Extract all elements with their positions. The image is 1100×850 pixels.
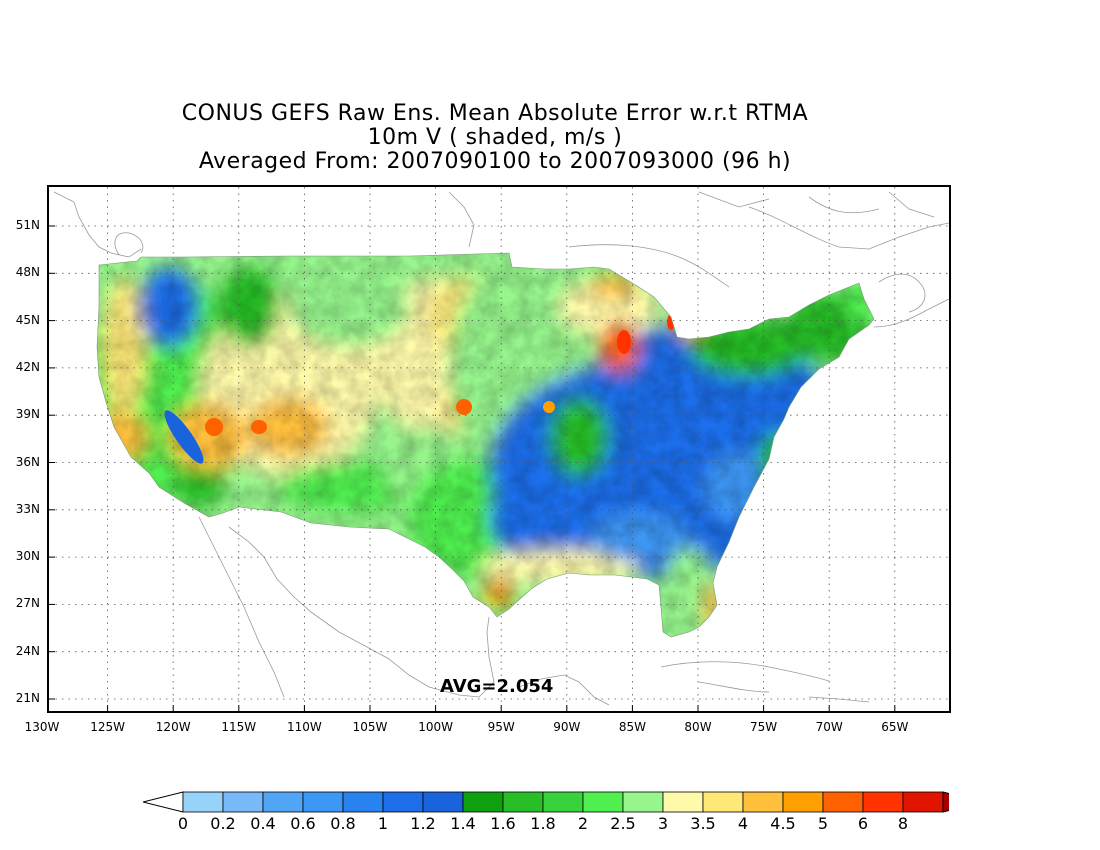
chart-title-block: CONUS GEFS Raw Ens. Mean Absolute Error … [95, 102, 895, 174]
map-canvas [49, 187, 949, 711]
colorbar-tick-label: 0.8 [330, 814, 356, 833]
colorbar-tick-label: 0.2 [210, 814, 236, 833]
colorbar-tick-label: 1.8 [530, 814, 556, 833]
colorbar-bin [862, 791, 904, 813]
colorbar-tick-label: 5 [817, 814, 829, 833]
lat-tick-label: 27N [15, 596, 40, 611]
colorbar-bin [662, 791, 704, 813]
lon-tick-label: 80W [684, 720, 712, 734]
colorbar-tick-label: 3.5 [690, 814, 716, 833]
colorbar-tick-label: 8 [897, 814, 909, 833]
colorbar-tick-label: 4 [737, 814, 749, 833]
colorbar-bin [702, 791, 744, 813]
lon-tick-label: 75W [750, 720, 778, 734]
lat-tick-label: 21N [15, 691, 40, 705]
colorbar-tick-label: 3 [657, 814, 669, 833]
title-line-3: Averaged From: 2007090100 to 2007093000 … [198, 149, 792, 174]
lon-tick-label: 130W [24, 720, 60, 734]
colorbar-under-arrow [143, 791, 184, 813]
conus-shaded-field [97, 253, 874, 637]
lat-tick-label: 48N [15, 265, 40, 280]
colorbar-bin [382, 791, 424, 813]
lon-tick-label: 125W [90, 720, 125, 734]
colorbar-tick-label: 0 [177, 814, 189, 833]
colorbar-tick-label: 6 [857, 814, 869, 833]
title-line-2: 10m V ( shaded, m/s ) [367, 125, 623, 150]
lat-tick-label: 45N [15, 312, 40, 327]
colorbar-tick-label: 2 [577, 814, 589, 833]
colorbar-bin [822, 791, 864, 813]
lon-tick-label: 95W [487, 720, 515, 734]
lat-tick-label: 33N [15, 501, 40, 516]
lon-tick-label: 105W [352, 720, 388, 734]
lat-tick-label: 42N [15, 359, 40, 374]
colorbar-tick-label: 1.2 [410, 814, 436, 833]
colorbar-bin [502, 791, 544, 813]
colorbar-bin [182, 791, 224, 813]
colorbar-bin [782, 791, 824, 813]
colorbar-bin [462, 791, 504, 813]
lat-tick-label: 36N [15, 454, 40, 469]
lat-tick-label: 51N [15, 218, 40, 232]
map-gridlines [49, 187, 949, 711]
colorbar-bin [262, 791, 304, 813]
lon-tick-label: 120W [155, 720, 191, 734]
colorbar [143, 791, 949, 813]
lon-tick-label: 100W [418, 720, 453, 734]
colorbar-tick-label: 0.6 [290, 814, 316, 833]
lat-tick-label: 39N [15, 407, 40, 422]
colorbar-tick-label: 2.5 [610, 814, 636, 833]
colorbar-tick-label: 4.5 [770, 814, 796, 833]
colorbar-bin [622, 791, 664, 813]
title-line-1: CONUS GEFS Raw Ens. Mean Absolute Error … [181, 101, 809, 126]
colorbar-bin [302, 791, 344, 813]
colorbar-tick-label: 1.4 [450, 814, 476, 833]
lon-tick-label: 115W [221, 720, 257, 734]
lon-tick-label: 90W [553, 720, 581, 734]
colorbar-bin [582, 791, 624, 813]
colorbar-tick-label: 0.4 [250, 814, 276, 833]
lon-tick-label: 110W [287, 720, 322, 734]
lon-tick-label: 65W [881, 720, 909, 734]
background-coastlines [53, 191, 949, 706]
map-frame [47, 185, 951, 713]
conus-outline [96, 252, 875, 638]
colorbar-over-arrow [942, 791, 949, 813]
colorbar-tick-label: 1.6 [490, 814, 516, 833]
lon-tick-label: 85W [618, 720, 646, 734]
colorbar-bin [542, 791, 584, 813]
colorbar-bin [902, 791, 944, 813]
average-value-label: AVG=2.054 [440, 676, 554, 697]
colorbar-bin [222, 791, 264, 813]
colorbar-bin [422, 791, 464, 813]
colorbar-tick-label: 1 [377, 814, 389, 833]
colorbar-bin [342, 791, 384, 813]
lat-tick-label: 30N [15, 549, 40, 564]
lat-tick-label: 24N [15, 643, 40, 658]
lon-tick-label: 70W [815, 720, 843, 734]
colorbar-bin [742, 791, 784, 813]
